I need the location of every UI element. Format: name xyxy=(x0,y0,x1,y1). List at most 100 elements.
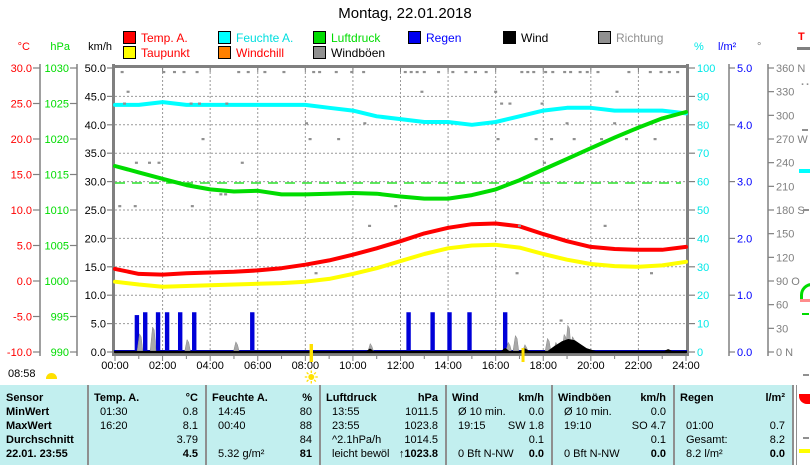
direction-dot xyxy=(667,70,671,74)
direction-dot xyxy=(312,70,316,74)
direction-dot xyxy=(368,224,372,227)
clipped-fragment xyxy=(797,47,810,50)
legend-swatch xyxy=(408,31,421,44)
clipped-fragment xyxy=(802,129,808,131)
direction-dot xyxy=(532,70,536,74)
value-label: 8.2 l/m² xyxy=(686,448,723,460)
value-label: 23:55 xyxy=(332,420,360,432)
axis-unit-label: l/m² xyxy=(718,41,737,53)
direction-dot xyxy=(603,224,607,227)
axis-tick-label: 120 xyxy=(776,252,794,264)
axis-tick-label: 2.0 xyxy=(737,233,752,245)
direction-dot xyxy=(578,70,582,74)
direction-dot xyxy=(613,122,617,125)
direction-dot xyxy=(201,138,205,141)
clipped-fragment xyxy=(800,299,810,302)
sun-icon xyxy=(304,370,318,384)
direction-dot xyxy=(540,102,544,105)
legend-item-windchill[interactable]: Windchill xyxy=(218,45,285,60)
legend-item-windb-en[interactable]: Windböen xyxy=(313,45,386,60)
value: 0.1 xyxy=(650,434,666,446)
value: 0.1 xyxy=(528,434,544,446)
direction-dot xyxy=(508,102,512,105)
x-axis-label: 18:00 xyxy=(529,360,557,372)
legend-item-taupunkt[interactable]: Taupunkt xyxy=(123,45,190,60)
value-label: 5.32 g/m² xyxy=(218,448,265,460)
axis-tick-label: 10.0 xyxy=(11,205,32,217)
axis-tick-label: 100 xyxy=(697,63,715,75)
table-separator xyxy=(87,385,89,465)
legend-item-luftdruck[interactable]: Luftdruck xyxy=(313,30,381,45)
direction-dot xyxy=(600,138,604,141)
column-unit: hPa xyxy=(417,392,438,404)
direction-dot xyxy=(118,205,122,208)
value: 3.79 xyxy=(176,434,198,446)
value-label: 19:15 xyxy=(458,420,486,432)
taupunkt-curve xyxy=(113,242,688,289)
legend-label: Windböen xyxy=(331,45,386,60)
axis-tick-label: 30 xyxy=(776,323,788,335)
direction-dot xyxy=(189,102,193,105)
direction-dot xyxy=(308,138,312,141)
border-ticks xyxy=(114,68,687,361)
axis-tick-label: 25.0 xyxy=(85,205,106,217)
direction-dot xyxy=(451,70,455,74)
direction-dot xyxy=(520,70,524,74)
x-axis-label: 02:00 xyxy=(149,360,177,372)
direction-dot xyxy=(500,102,504,105)
direction-dot xyxy=(422,70,426,74)
value-label: 0 Bft N-NW xyxy=(564,448,620,460)
legend-item-regen[interactable]: Regen xyxy=(408,31,461,45)
legend-label: Windchill xyxy=(236,45,285,60)
direction-dot xyxy=(551,70,555,74)
axis-tick-label: 4.0 xyxy=(737,120,752,132)
axis-tick-label: 70 xyxy=(697,148,709,160)
axis-tick-label: 330 xyxy=(776,87,794,99)
clipped-fragment xyxy=(799,394,810,404)
direction-dot xyxy=(572,138,576,141)
rain-bar xyxy=(134,315,140,352)
direction-dot xyxy=(305,122,309,125)
legend-swatch xyxy=(123,31,136,44)
table-separator xyxy=(673,385,675,465)
direction-dot xyxy=(585,70,589,74)
x-axis-label: 20:00 xyxy=(577,360,605,372)
axis-tick-label: 150 xyxy=(776,229,794,241)
rain-bar xyxy=(250,312,255,352)
direction-dot xyxy=(420,90,424,93)
direction-dot xyxy=(542,161,546,164)
value-label: Gesamt: xyxy=(686,434,728,446)
clipped-fragment xyxy=(803,209,809,211)
column-unit: °C xyxy=(185,392,198,404)
direction-dot xyxy=(318,70,322,74)
value: 0.0 xyxy=(650,406,666,418)
value: 1014.5 xyxy=(404,434,438,446)
axis-°: 360 N 330 300 270 W 240 210 180 S 150 120 90 O 60 3… xyxy=(767,63,808,359)
legend-swatch xyxy=(598,31,611,44)
temp-a--curve xyxy=(113,221,688,277)
legend-label: Luftdruck xyxy=(331,30,381,45)
direction-dot xyxy=(172,70,176,74)
row-header: Sensor xyxy=(6,392,44,404)
value: 0.0 xyxy=(650,448,666,460)
direction-dot xyxy=(334,70,338,74)
column-unit: km/h xyxy=(640,392,666,404)
axis-unit-label: km/h xyxy=(88,41,112,53)
axis-unit-label: ° xyxy=(757,41,761,53)
value: 0.8 xyxy=(182,406,198,418)
legend-item-temp-a-[interactable]: Temp. A. xyxy=(123,31,188,45)
gust-spikes xyxy=(136,324,583,353)
legend-item-wind[interactable]: Wind xyxy=(503,31,548,45)
axis-kmh: 50.0 45.0 40.0 35.0 30.0 25.0 20.0 15.0 10.0 5.0 0… xyxy=(85,63,113,359)
legend-item-richtung[interactable]: Richtung xyxy=(598,31,663,45)
direction-dot xyxy=(314,272,318,275)
value: 4.5 xyxy=(182,448,198,460)
rain-bar xyxy=(155,312,161,352)
legend-label: Taupunkt xyxy=(141,45,190,60)
legend-item-feuchte-a-[interactable]: Feuchte A. xyxy=(218,31,293,45)
value: 0.0 xyxy=(528,448,544,460)
axis-tick-label: 25.0 xyxy=(11,99,32,111)
legend-swatch xyxy=(123,46,136,59)
axis-tick-label: 40.0 xyxy=(85,120,106,132)
axis-hPa: 1030 1025 1020 1015 1010 1005 1000 995 990 xyxy=(45,63,78,359)
